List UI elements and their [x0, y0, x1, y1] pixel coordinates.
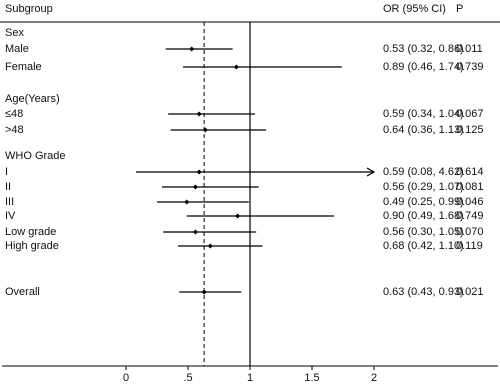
- or-point: [192, 229, 198, 235]
- ci-label: 0.59 (0.08, 4.62): [383, 166, 464, 178]
- ci-label: 0.49 (0.25, 0.99): [383, 196, 464, 208]
- p-label: 0.125: [456, 124, 484, 136]
- or-point: [196, 111, 202, 117]
- ci-label: 0.56 (0.29, 1.07): [383, 181, 464, 193]
- row-label: Sex: [5, 27, 24, 39]
- or-point: [196, 169, 202, 175]
- row-label: >48: [5, 124, 24, 136]
- row-label: Age(Years): [5, 93, 60, 105]
- row-label: ≤48: [5, 108, 23, 120]
- x-tick-label: 1: [247, 372, 253, 384]
- p-label: 0.119: [456, 240, 483, 252]
- p-label: 0.739: [456, 61, 484, 73]
- p-label: 0.046: [456, 196, 484, 208]
- ci-label: 0.64 (0.36, 1.13): [383, 124, 464, 136]
- ci-arrow: [366, 167, 376, 177]
- or-point: [192, 184, 198, 190]
- row-label: WHO Grade: [5, 150, 66, 162]
- or-point: [189, 46, 195, 52]
- x-tick-label: 0: [123, 372, 129, 384]
- row-label: I: [5, 166, 8, 178]
- row-label: High grade: [5, 240, 59, 252]
- p-label: 0.614: [456, 166, 484, 178]
- ci-label: 0.59 (0.34, 1.04): [383, 108, 464, 120]
- p-label: 0.011: [456, 43, 483, 55]
- or-point: [235, 213, 241, 219]
- ci-label: 0.53 (0.32, 0.86): [383, 43, 464, 55]
- or-point: [207, 243, 213, 249]
- header-ci: OR (95% CI): [383, 3, 446, 15]
- p-label: 0.021: [456, 286, 484, 298]
- row-label: Male: [5, 43, 29, 55]
- ci-label: 0.89 (0.46, 1.74): [383, 61, 464, 73]
- row-label: Low grade: [5, 226, 56, 238]
- or-point: [201, 289, 207, 295]
- row-label: Female: [5, 61, 42, 73]
- x-tick-label: 2: [371, 372, 377, 384]
- header-p: P: [456, 3, 463, 15]
- ci-label: 0.68 (0.42, 1.10): [383, 240, 464, 252]
- row-label: Overall: [5, 286, 40, 298]
- ci-label: 0.56 (0.30, 1.05): [383, 226, 464, 238]
- row-label: II: [5, 181, 11, 193]
- ci-label: 0.90 (0.49, 1.68): [383, 210, 464, 222]
- ci-label: 0.63 (0.43, 0.93): [383, 286, 464, 298]
- row-label: III: [5, 196, 14, 208]
- or-point: [184, 199, 190, 205]
- x-tick-label: .5: [183, 372, 192, 384]
- or-point: [233, 64, 239, 70]
- p-label: 0.070: [456, 226, 484, 238]
- row-label: IV: [5, 210, 16, 222]
- p-label: 0.749: [456, 210, 484, 222]
- p-label: 0.067: [456, 108, 484, 120]
- header-subgroup: Subgroup: [5, 3, 53, 15]
- x-tick-label: 1.5: [304, 372, 319, 384]
- or-point: [202, 127, 208, 133]
- p-label: 0.081: [456, 181, 484, 193]
